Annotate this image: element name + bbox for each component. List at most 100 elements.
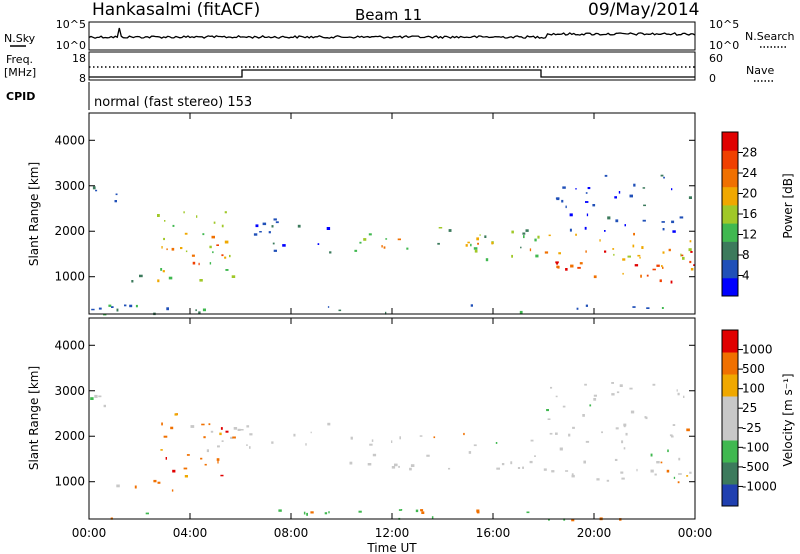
heatmap-cell <box>203 436 206 439</box>
heatmap-cell <box>259 231 262 233</box>
heatmap-cell <box>662 266 664 269</box>
heatmap-cell <box>587 187 591 190</box>
heatmap-cell <box>565 268 568 271</box>
heatmap-cell <box>209 262 212 265</box>
heatmap-cell <box>583 460 586 464</box>
heatmap-cell <box>584 383 587 386</box>
heatmap-cell <box>678 457 681 461</box>
heatmap-cell <box>114 200 117 203</box>
heatmap-cell <box>249 446 251 449</box>
heatmap-cell <box>115 193 118 196</box>
velocity-panel: 1000 2000 3000 4000 Slant Range [km] <box>27 317 696 522</box>
heatmap-cell <box>615 427 619 430</box>
heatmap-cell <box>593 275 597 279</box>
heatmap-cell <box>656 264 660 267</box>
heatmap-cell <box>593 394 597 397</box>
heatmap-cell <box>571 518 575 522</box>
heatmap-cell <box>615 219 619 223</box>
heatmap-cell <box>585 440 590 443</box>
heatmap-cell <box>326 227 331 230</box>
heatmap-cell <box>688 248 692 252</box>
colorbar-swatch <box>722 440 738 463</box>
heatmap-cell <box>278 509 282 512</box>
x-tick-label: 00:00 <box>678 526 713 540</box>
heatmap-cell <box>584 226 587 230</box>
heatmap-cell <box>671 220 675 224</box>
heatmap-cell <box>217 445 220 448</box>
heatmap-cell <box>92 186 96 190</box>
heatmap-cell <box>668 248 671 252</box>
heatmap-cell <box>529 460 533 464</box>
power-ylabel: Slant Range [km] <box>27 162 41 266</box>
heatmap-cell <box>421 511 425 514</box>
heatmap-cell <box>94 394 98 398</box>
heatmap-cell <box>571 473 574 476</box>
heatmap-cell <box>145 512 149 515</box>
heatmap-cell <box>448 229 452 232</box>
heatmap-cell <box>525 229 529 232</box>
heatmap-cell <box>372 453 377 457</box>
heatmap-cell <box>496 467 500 470</box>
heatmap-cell <box>204 463 207 466</box>
heatmap-cell <box>534 238 537 242</box>
heatmap-cell <box>391 440 393 443</box>
heatmap-cell <box>164 220 166 222</box>
heatmap-cell <box>160 268 163 271</box>
heatmap-cell <box>677 392 680 396</box>
heatmap-cell <box>255 224 259 228</box>
power-colorbar: 28 24 20 16 12 8 4 <box>721 131 757 297</box>
heatmap-cell <box>383 246 386 249</box>
heatmap-cell <box>157 481 161 484</box>
heatmap-cell <box>221 440 224 442</box>
heatmap-cell <box>623 425 626 428</box>
heatmap-cell <box>310 431 312 434</box>
heatmap-cell <box>199 279 203 282</box>
heatmap-cell <box>633 232 635 236</box>
freq-tick-bottom: 8 <box>79 72 86 85</box>
heatmap-cell <box>555 395 558 398</box>
heatmap-cell <box>225 269 229 271</box>
colorbar-tick-label: -500 <box>742 460 769 474</box>
heatmap-cell <box>415 509 419 513</box>
x-axis-label: Time UT <box>366 541 417 554</box>
heatmap-cell <box>636 468 638 472</box>
heatmap-cell <box>672 230 676 233</box>
heatmap-cell <box>216 244 219 246</box>
heatmap-cell <box>526 511 530 514</box>
heatmap-cell <box>555 432 558 435</box>
heatmap-cell <box>163 435 168 438</box>
heatmap-cell <box>200 457 203 460</box>
heatmap-cell <box>275 221 279 224</box>
heatmap-cell <box>623 447 626 450</box>
heatmap-cell <box>409 467 412 471</box>
heatmap-cell <box>596 478 600 481</box>
heatmap-cell <box>398 509 402 511</box>
heatmap-cell <box>271 441 274 444</box>
heatmap-cell <box>157 279 160 283</box>
heatmap-cell <box>180 247 183 250</box>
heatmap-cell <box>644 416 647 419</box>
colorbar-tick-label: 8 <box>742 248 750 262</box>
heatmap-cell <box>398 465 400 468</box>
heatmap-cell <box>369 443 373 446</box>
heatmap-cell <box>470 304 473 307</box>
heatmap-cell <box>632 306 636 308</box>
heatmap-cell <box>693 264 695 266</box>
heatmap-cell <box>217 460 219 464</box>
heatmap-cell <box>198 311 201 314</box>
velocity-heatmap <box>90 382 692 522</box>
heatmap-cell <box>677 481 680 484</box>
colorbar-swatch <box>722 462 738 485</box>
heatmap-cell <box>310 511 314 514</box>
heatmap-cell <box>548 518 550 521</box>
heatmap-cell <box>134 485 137 489</box>
colorbar-frame <box>721 329 739 507</box>
heatmap-cell <box>671 188 673 191</box>
heatmap-cell <box>157 214 160 217</box>
heatmap-cell <box>630 410 635 414</box>
heatmap-cell <box>211 235 215 239</box>
colorbar-swatch <box>722 374 738 397</box>
colorbar-swatch <box>722 168 738 188</box>
colorbar-swatch <box>722 330 738 353</box>
